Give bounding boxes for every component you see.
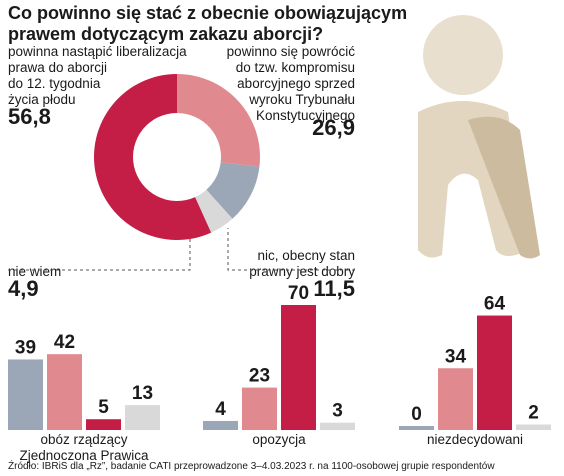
bar-value: 39 xyxy=(15,337,36,358)
slice-label: prawa do aborcji xyxy=(8,60,107,75)
slice-value: 26,9 xyxy=(312,115,355,140)
bar-value: 2 xyxy=(528,402,539,423)
bar-value: 13 xyxy=(132,383,153,404)
bar-value: 34 xyxy=(445,346,467,367)
slice-value: 4,9 xyxy=(8,276,39,301)
slice-label: do 12. tygodnia xyxy=(8,76,101,91)
bar xyxy=(438,368,473,430)
category-label: obóz rządzący xyxy=(40,432,127,447)
slice-value: 11,5 xyxy=(313,276,355,301)
bar xyxy=(125,405,160,430)
bar-value: 0 xyxy=(411,404,422,425)
leader-line xyxy=(8,236,191,271)
slice-label: nie wiem xyxy=(8,264,61,279)
category-label: Zjednoczona Prawica xyxy=(19,448,149,463)
bar-value: 64 xyxy=(484,294,506,315)
category-label: niezdecydowani xyxy=(427,432,523,447)
donut-slice xyxy=(195,189,233,233)
slice-label: powinna nastąpić liberalizacja xyxy=(8,44,187,59)
slice-label: powinno się powrócić xyxy=(227,44,356,59)
bar xyxy=(47,354,82,430)
slice-label: wyroku Trybunału xyxy=(248,92,355,107)
bar xyxy=(242,387,277,430)
slice-value: 56,8 xyxy=(8,104,51,129)
bar-value: 70 xyxy=(288,283,309,304)
donut-slice xyxy=(93,74,212,240)
bar xyxy=(516,424,551,430)
slice-label: do tzw. kompromisu xyxy=(236,60,355,75)
bar-value: 3 xyxy=(332,401,343,422)
source: Źródło: IBRiS dla „Rz”, badanie CATI prz… xyxy=(8,459,495,472)
title-line: prawem dotyczącym zakazu aborcji? xyxy=(8,24,323,44)
slice-label: życia płodu xyxy=(8,92,76,107)
bar xyxy=(86,419,121,430)
bar-value: 4 xyxy=(215,399,226,420)
bar xyxy=(477,315,512,430)
donut-slice xyxy=(206,162,260,219)
bar xyxy=(8,359,43,430)
donut-slice xyxy=(177,74,260,167)
title-line: Co powinno się stać z obecnie obowiązują… xyxy=(8,3,407,23)
bar xyxy=(399,426,434,430)
bar xyxy=(203,420,238,430)
bar-value: 42 xyxy=(54,332,75,353)
slice-label: nic, obecny stan xyxy=(257,248,355,263)
bar xyxy=(320,422,355,430)
bar xyxy=(281,305,316,430)
slice-label: Konstytucyjnego xyxy=(256,108,355,123)
figure-illustration xyxy=(418,15,540,259)
slice-label: prawny jest dobry xyxy=(249,264,355,279)
leader-line xyxy=(227,228,355,271)
slice-label: aborcyjnego sprzed xyxy=(237,76,355,91)
bar-value: 23 xyxy=(249,366,270,387)
bar-value: 5 xyxy=(98,397,109,418)
category-label: opozycja xyxy=(252,432,306,447)
